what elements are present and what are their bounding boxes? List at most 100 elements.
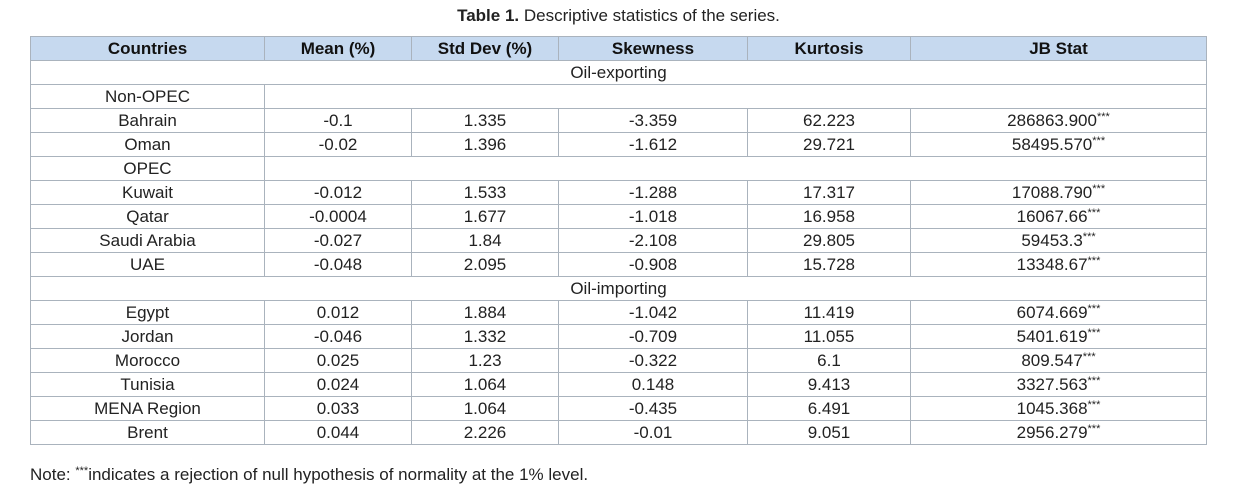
header-cell: Kurtosis (747, 36, 911, 61)
value-cell: -1.612 (558, 132, 748, 157)
value-cell: 15.728 (747, 252, 911, 277)
value-cell: 2.095 (411, 252, 559, 277)
value-cell: 9.413 (747, 372, 911, 397)
significance: *** (1092, 183, 1106, 195)
section-row: Oil-exporting (30, 60, 1207, 85)
jb-cell: 3327.563*** (910, 372, 1207, 397)
value-cell: 1.677 (411, 204, 559, 229)
value-cell: 62.223 (747, 108, 911, 133)
jb-value: 59453.3 (1021, 231, 1083, 250)
jb-value: 2956.279 (1016, 423, 1088, 442)
header-cell: Countries (30, 36, 265, 61)
significance: *** (1087, 303, 1101, 315)
value-cell: -1.018 (558, 204, 748, 229)
note: Note: ***indicates a rejection of null h… (30, 465, 588, 485)
note-text: indicates a rejection of null hypothesis… (88, 465, 589, 484)
value-cell: -0.1 (264, 108, 412, 133)
significance: *** (1087, 207, 1101, 219)
jb-cell: 58495.570*** (910, 132, 1207, 157)
value-cell: 1.884 (411, 300, 559, 325)
value-cell: 0.012 (264, 300, 412, 325)
group-title: OPEC (30, 156, 265, 181)
jb-cell: 809.547*** (910, 348, 1207, 373)
section-title: Oil-importing (30, 276, 1207, 301)
empty-cell (264, 84, 1207, 109)
jb-value: 809.547 (1021, 351, 1083, 370)
jb-cell: 2956.279*** (910, 420, 1207, 445)
jb-cell: 59453.3*** (910, 228, 1207, 253)
significance: *** (1092, 135, 1106, 147)
group-title: Non-OPEC (30, 84, 265, 109)
jb-cell: 16067.66*** (910, 204, 1207, 229)
significance: *** (1082, 351, 1096, 363)
jb-cell: 286863.900*** (910, 108, 1207, 133)
country-cell: MENA Region (30, 396, 265, 421)
data-row: UAE -0.048 2.095 -0.908 15.728 13348.67*** (30, 252, 1207, 277)
value-cell: 1.396 (411, 132, 559, 157)
country-cell: Jordan (30, 324, 265, 349)
significance: *** (1087, 399, 1101, 411)
data-row: Egypt 0.012 1.884 -1.042 11.419 6074.669*** (30, 300, 1207, 325)
value-cell: 1.064 (411, 372, 559, 397)
significance: *** (1087, 423, 1101, 435)
jb-cell: 17088.790*** (910, 180, 1207, 205)
jb-value: 5401.619 (1016, 327, 1088, 346)
header-cell: Mean (%) (264, 36, 412, 61)
value-cell: 0.044 (264, 420, 412, 445)
value-cell: -1.288 (558, 180, 748, 205)
country-cell: Bahrain (30, 108, 265, 133)
jb-value: 6074.669 (1016, 303, 1088, 322)
jb-value: 58495.570 (1011, 135, 1093, 154)
country-cell: Tunisia (30, 372, 265, 397)
data-row: Kuwait -0.012 1.533 -1.288 17.317 17088.790**… (30, 180, 1207, 205)
significance: *** (1082, 231, 1096, 243)
data-row: Tunisia 0.024 1.064 0.148 9.413 3327.563*** (30, 372, 1207, 397)
value-cell: 0.024 (264, 372, 412, 397)
value-cell: 29.721 (747, 132, 911, 157)
value-cell: -0.027 (264, 228, 412, 253)
value-cell: 0.033 (264, 396, 412, 421)
value-cell: -0.048 (264, 252, 412, 277)
country-cell: Brent (30, 420, 265, 445)
header-cell: Skewness (558, 36, 748, 61)
value-cell: 0.148 (558, 372, 748, 397)
jb-cell: 13348.67*** (910, 252, 1207, 277)
value-cell: -0.709 (558, 324, 748, 349)
value-cell: 1.332 (411, 324, 559, 349)
note-sig: *** (75, 465, 89, 477)
value-cell: -0.0004 (264, 204, 412, 229)
significance: *** (1087, 255, 1101, 267)
value-cell: 0.025 (264, 348, 412, 373)
value-cell: 1.335 (411, 108, 559, 133)
stats-table: Countries Mean (%) Std Dev (%) Skewness Kurt… (30, 36, 1207, 445)
group-row: OPEC (30, 156, 1207, 181)
value-cell: 29.805 (747, 228, 911, 253)
country-cell: Oman (30, 132, 265, 157)
jb-value: 3327.563 (1016, 375, 1088, 394)
jb-value: 13348.67 (1016, 255, 1088, 274)
table-title: Table 1. Descriptive statistics of the s… (0, 6, 1237, 26)
section-row: Oil-importing (30, 276, 1207, 301)
value-cell: 17.317 (747, 180, 911, 205)
value-cell: -3.359 (558, 108, 748, 133)
data-row: Jordan -0.046 1.332 -0.709 11.055 5401.619*** (30, 324, 1207, 349)
jb-cell: 5401.619*** (910, 324, 1207, 349)
header-cell: Std Dev (%) (411, 36, 559, 61)
country-cell: Saudi Arabia (30, 228, 265, 253)
data-row: Qatar -0.0004 1.677 -1.018 16.958 16067.66*** (30, 204, 1207, 229)
value-cell: 1.064 (411, 396, 559, 421)
value-cell: -0.435 (558, 396, 748, 421)
significance: *** (1087, 327, 1101, 339)
group-row: Non-OPEC (30, 84, 1207, 109)
country-cell: UAE (30, 252, 265, 277)
jb-cell: 6074.669*** (910, 300, 1207, 325)
value-cell: 16.958 (747, 204, 911, 229)
value-cell: -0.908 (558, 252, 748, 277)
significance: *** (1087, 375, 1101, 387)
jb-value: 286863.900 (1007, 111, 1097, 130)
country-cell: Qatar (30, 204, 265, 229)
value-cell: 11.055 (747, 324, 911, 349)
title-label: Table 1. (457, 6, 520, 25)
value-cell: 6.1 (747, 348, 911, 373)
value-cell: -0.01 (558, 420, 748, 445)
